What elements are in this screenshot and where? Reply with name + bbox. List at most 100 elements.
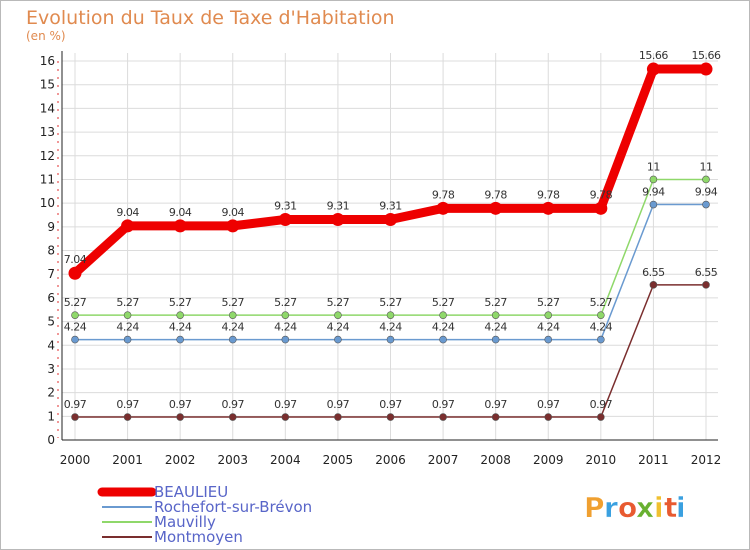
- chart-title: Evolution du Taux de Taxe d'Habitation: [26, 7, 395, 29]
- data-label: 7.04: [64, 253, 87, 266]
- data-label: 5.27: [222, 296, 245, 309]
- legend: BEAULIEURochefort-sur-BrévonMauvillyMont…: [97, 483, 312, 546]
- data-label: 5.27: [484, 296, 507, 309]
- y-tick-label: 2: [47, 386, 55, 400]
- data-label: 5.27: [64, 296, 87, 309]
- data-point: [281, 413, 290, 421]
- grid: [62, 53, 718, 440]
- data-label: 4.24: [274, 321, 297, 334]
- data-label: 5.27: [169, 296, 192, 309]
- data-label: 9.78: [484, 188, 507, 201]
- y-tick-label: 10: [40, 196, 55, 210]
- logo-letter: o: [618, 491, 637, 524]
- data-label: 0.97: [274, 398, 297, 411]
- data-point: [228, 413, 237, 421]
- data-point: [702, 175, 710, 184]
- data-label: 5.27: [274, 296, 297, 309]
- data-label: 0.97: [432, 398, 455, 411]
- series: [68, 62, 713, 421]
- data-point: [491, 335, 500, 344]
- data-point: [281, 335, 290, 344]
- legend-label: BEAULIEU: [154, 483, 228, 501]
- data-point: [228, 335, 237, 344]
- data-label: 4.24: [327, 321, 350, 334]
- data-point: [176, 335, 184, 344]
- data-point: [436, 201, 450, 215]
- data-label: 0.97: [64, 398, 87, 411]
- x-tick-label: 2000: [60, 453, 91, 467]
- data-point: [384, 212, 397, 226]
- data-point: [173, 219, 187, 233]
- data-label: 6.55: [695, 266, 718, 279]
- data-label: 9.04: [116, 206, 139, 219]
- data-label: 9.31: [274, 199, 297, 212]
- data-point: [386, 413, 395, 421]
- data-point: [331, 212, 345, 226]
- data-label: 5.27: [432, 296, 455, 309]
- data-point: [699, 62, 713, 76]
- y-tick-label: 0: [47, 433, 55, 447]
- data-point: [439, 311, 447, 319]
- data-point: [597, 311, 605, 319]
- data-label: 0.97: [222, 398, 245, 411]
- data-point: [334, 335, 342, 344]
- data-label: 0.97: [484, 398, 507, 411]
- data-label: 9.04: [222, 206, 245, 219]
- data-label: 0.97: [116, 398, 139, 411]
- data-label: 4.24: [379, 321, 402, 334]
- chart-subtitle: (en %): [26, 29, 66, 43]
- x-tick-label: 2001: [112, 453, 143, 467]
- x-tick-label: 2003: [217, 453, 248, 467]
- data-point: [544, 413, 553, 421]
- data-label: 9.78: [590, 188, 613, 201]
- data-label: 4.24: [169, 321, 192, 334]
- data-point: [123, 311, 132, 319]
- legend-label: Montmoyen: [154, 528, 243, 546]
- data-label: 11: [647, 160, 660, 173]
- data-label: 15.66: [639, 49, 668, 62]
- y-tick-label: 1: [47, 409, 55, 423]
- x-tick-label: 2002: [165, 453, 196, 467]
- x-tick-label: 2011: [638, 453, 669, 467]
- data-point: [71, 413, 79, 421]
- data-label: 5.27: [537, 296, 560, 309]
- data-point: [281, 311, 290, 319]
- data-point: [176, 413, 184, 421]
- data-point: [702, 200, 710, 209]
- data-point: [71, 311, 79, 319]
- legend-label: Rochefort-sur-Brévon: [154, 498, 312, 516]
- data-point: [71, 335, 79, 344]
- data-point: [386, 335, 395, 344]
- data-point: [439, 335, 447, 344]
- x-tick-label: 2008: [480, 453, 511, 467]
- data-point: [594, 201, 608, 215]
- logo-letter: x: [636, 491, 654, 524]
- data-point: [176, 311, 184, 319]
- data-point: [491, 413, 500, 421]
- data-label: 4.24: [537, 321, 560, 334]
- y-tick-label: 15: [40, 78, 55, 92]
- data-point: [334, 311, 342, 319]
- data-label: 4.24: [222, 321, 245, 334]
- x-tick-label: 2004: [270, 453, 301, 467]
- data-label: 5.27: [327, 296, 350, 309]
- logo-letter: i: [654, 491, 664, 524]
- data-point: [489, 201, 503, 215]
- data-label: 0.97: [169, 398, 192, 411]
- data-label: 0.97: [590, 398, 613, 411]
- y-tick-label: 3: [47, 362, 55, 376]
- data-label: 15.66: [692, 49, 721, 62]
- y-tick-label: 11: [40, 172, 55, 186]
- logo-letter: r: [604, 491, 618, 524]
- y-tick-label: 16: [40, 54, 55, 68]
- data-label: 4.24: [590, 321, 613, 334]
- data-point: [386, 311, 395, 319]
- data-point: [702, 281, 710, 289]
- data-point: [544, 311, 553, 319]
- y-tick-label: 7: [47, 267, 55, 281]
- data-label: 5.27: [590, 296, 613, 309]
- data-labels: 0.97 0.97 0.97 0.97 0.97 0.97 0.97 0.97 0.97 0.97…: [64, 49, 722, 411]
